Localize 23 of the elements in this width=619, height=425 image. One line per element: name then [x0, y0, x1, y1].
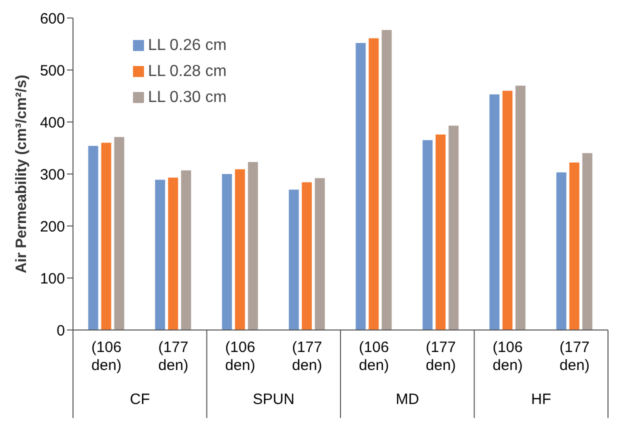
legend-label: LL 0.26 cm [148, 37, 227, 54]
x-tick-label: (106 den) [225, 339, 256, 374]
y-tick-label: 400 [40, 114, 65, 132]
y-tick-label: 100 [40, 270, 65, 288]
x-tick-label: (106 den) [91, 339, 122, 374]
x-tick-label: (106 den) [358, 339, 389, 374]
text: HF [531, 391, 552, 408]
y-tick-label: 300 [40, 166, 65, 184]
text: CF [130, 391, 150, 408]
legend-label: LL 0.30 cm [148, 89, 227, 106]
legend-label: LL 0.28 cm [148, 63, 227, 80]
x-tick-label: (177 den) [426, 339, 456, 374]
y-tick-label: 500 [40, 62, 65, 80]
text: SPUN [252, 391, 294, 408]
text: MD [396, 391, 420, 408]
x-tick-label: (177 den) [158, 339, 188, 374]
y-tick-label: 0 [56, 322, 65, 340]
x-tick-label: (106 den) [492, 339, 523, 374]
x-tick-label: (177 den) [292, 339, 322, 374]
y-axis-title: Air Permeability (cm³/cm²/s) [12, 74, 30, 274]
y-tick-label: 200 [40, 218, 65, 236]
y-tick-label: 600 [40, 10, 65, 28]
x-tick-label: (177 den) [560, 339, 590, 374]
